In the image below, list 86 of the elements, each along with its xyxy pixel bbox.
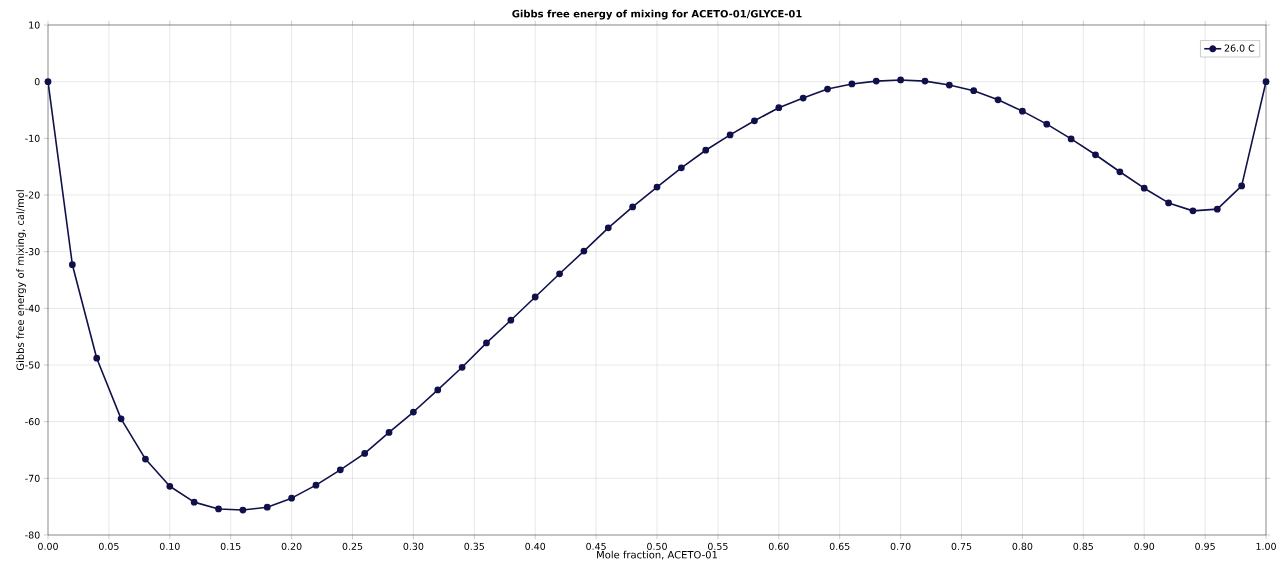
- y-tick-label: 10: [29, 21, 40, 29]
- y-tick-label: 0: [34, 78, 40, 86]
- point: [775, 104, 783, 112]
- point: [1165, 199, 1172, 207]
- point: [410, 408, 417, 416]
- x-tick-label: 0.95: [1195, 542, 1215, 550]
- point: [531, 293, 539, 301]
- point: [970, 87, 978, 95]
- x-tick-label: 0.25: [342, 542, 363, 550]
- point: [629, 203, 637, 211]
- point: [385, 429, 393, 436]
- point: [166, 482, 174, 490]
- x-tick-label: 0.65: [829, 542, 850, 550]
- x-tick-label: 0.55: [707, 542, 728, 550]
- point: [1262, 78, 1270, 86]
- point: [848, 80, 856, 88]
- point: [215, 505, 222, 513]
- point: [994, 96, 1002, 104]
- point: [945, 81, 953, 89]
- x-tick-label: 0.50: [647, 542, 667, 550]
- point: [653, 183, 661, 191]
- point: [1019, 107, 1026, 115]
- point: [604, 224, 612, 232]
- y-axis-title: Gibbs free energy of mixing, cal/mol: [16, 190, 26, 371]
- point: [142, 455, 149, 463]
- x-tick-label: 0.80: [1012, 542, 1033, 550]
- y-tick-label: -60: [25, 418, 40, 426]
- point: [434, 386, 442, 394]
- point: [44, 78, 52, 86]
- chart-title: Gibbs free energy of mixing for ACETO-01/GLYCE-01: [512, 9, 802, 20]
- x-axis-title: Mole fraction, ACETO-01: [597, 550, 717, 560]
- point: [751, 117, 758, 125]
- x-tick-label: 0.20: [281, 542, 302, 550]
- point: [288, 494, 295, 502]
- point: [1116, 168, 1124, 176]
- point: [117, 415, 125, 423]
- point: [726, 131, 734, 139]
- x-tick-label: 0.35: [464, 542, 485, 550]
- legend-label: 26.0 C: [1224, 44, 1255, 52]
- y-tick-label: -30: [25, 248, 40, 256]
- y-tick-label: -20: [25, 191, 40, 199]
- point: [1140, 184, 1148, 192]
- x-tick-label: 0.05: [98, 542, 119, 550]
- point: [677, 164, 685, 172]
- point: [1067, 135, 1075, 143]
- point: [1238, 182, 1246, 190]
- point: [361, 450, 369, 457]
- x-tick-label: 0.00: [38, 542, 58, 550]
- x-tick-label: 0.70: [890, 542, 911, 550]
- point: [239, 506, 247, 514]
- y-tick-label: -80: [25, 531, 40, 539]
- y-tick-label: -10: [25, 134, 40, 142]
- point: [312, 481, 320, 489]
- x-tick-label: 1.00: [1256, 542, 1276, 550]
- point: [556, 270, 563, 278]
- point: [458, 363, 466, 371]
- point: [1189, 207, 1197, 215]
- point: [580, 247, 588, 255]
- point: [507, 316, 515, 324]
- y-tick-label: -40: [25, 304, 40, 312]
- x-tick-label: 0.75: [951, 542, 972, 550]
- point: [921, 77, 929, 85]
- y-tick-label: -50: [25, 361, 40, 369]
- point: [336, 466, 344, 474]
- x-tick-label: 0.45: [586, 542, 606, 550]
- point: [799, 94, 807, 102]
- x-tick-label: 0.85: [1073, 542, 1094, 550]
- point: [824, 85, 831, 93]
- point: [1213, 205, 1221, 213]
- point: [483, 339, 490, 347]
- y-tick-label: -70: [25, 474, 40, 482]
- point: [872, 77, 880, 85]
- x-tick-label: 0.40: [525, 542, 546, 550]
- point: [702, 146, 710, 154]
- point: [68, 261, 76, 269]
- x-tick-label: 0.60: [768, 542, 789, 550]
- x-tick-label: 0.90: [1134, 542, 1155, 550]
- point: [263, 503, 271, 511]
- x-tick-label: 0.30: [403, 542, 424, 550]
- point: [1092, 151, 1099, 159]
- point: [93, 354, 101, 362]
- x-tick-label: 0.10: [159, 542, 180, 550]
- point: [190, 498, 198, 506]
- x-tick-label: 0.15: [220, 542, 241, 550]
- point: [897, 76, 904, 84]
- point: [1043, 120, 1051, 128]
